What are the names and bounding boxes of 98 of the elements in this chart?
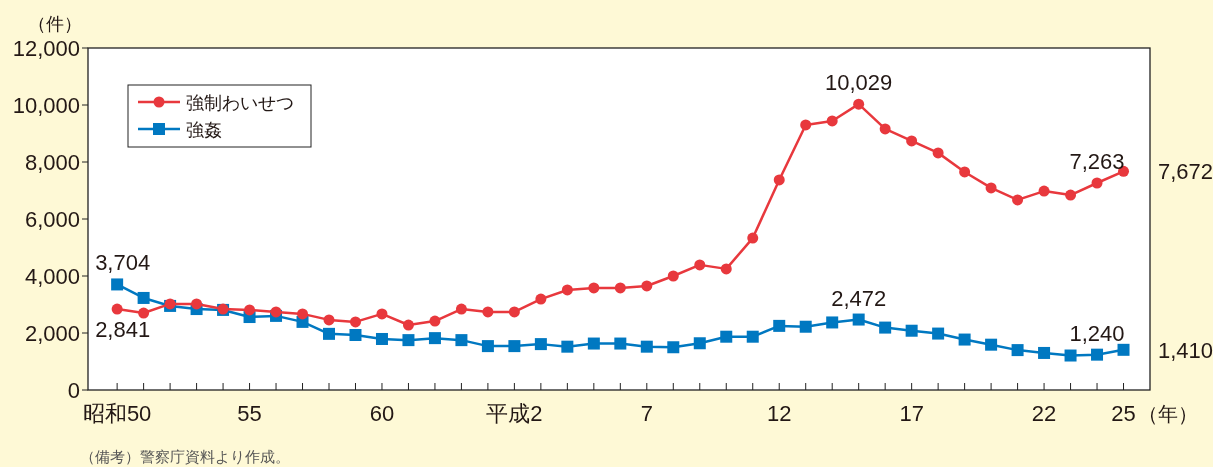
point [349, 316, 361, 328]
point [402, 319, 414, 331]
y-tick-label: 6,000 [24, 207, 80, 232]
data-label: 1,240 [1069, 320, 1125, 346]
data-label: 7,263 [1069, 149, 1125, 174]
x-axis-title: （年） [1137, 403, 1198, 425]
point [402, 334, 415, 347]
x-tick-label: 平成2 [486, 401, 543, 426]
point [879, 321, 892, 334]
point [747, 232, 759, 244]
point [482, 306, 494, 318]
point [508, 340, 521, 353]
point [111, 278, 124, 291]
point [1064, 349, 1077, 362]
point [746, 330, 759, 343]
point [906, 135, 918, 147]
point [534, 338, 547, 351]
x-tick-label: 12 [766, 401, 792, 426]
y-tick-label: 8,000 [24, 150, 80, 175]
point [455, 334, 468, 347]
point [561, 340, 574, 353]
point [853, 98, 865, 110]
point [375, 332, 388, 345]
point [667, 341, 680, 354]
point [455, 303, 467, 315]
point [323, 327, 335, 340]
x-tick-label: 22 [1031, 401, 1057, 426]
point [428, 332, 441, 345]
point [561, 284, 573, 296]
point [1011, 344, 1024, 357]
point [138, 307, 150, 319]
data-label: 1,410 [1158, 337, 1213, 363]
point [720, 263, 732, 275]
point [879, 123, 891, 135]
point [985, 338, 998, 351]
point [799, 320, 812, 333]
point [1091, 177, 1103, 189]
point [641, 280, 653, 292]
point [667, 270, 679, 282]
point [826, 115, 838, 127]
point [349, 329, 362, 341]
y-tick-label: 4,000 [24, 264, 80, 289]
point [1038, 185, 1050, 197]
point [376, 308, 388, 320]
point [773, 319, 786, 332]
point [1117, 343, 1130, 356]
point [720, 330, 733, 343]
point [985, 182, 997, 194]
y-tick-label: 10,000 [12, 93, 80, 118]
point [270, 306, 282, 318]
point [959, 166, 971, 178]
point [191, 298, 203, 310]
point [481, 340, 494, 353]
point [1065, 189, 1077, 201]
point [852, 313, 865, 326]
point [694, 259, 706, 271]
point [932, 327, 945, 340]
x-tick-label: 25 [1111, 401, 1136, 426]
y-axis-title: （件） [28, 14, 82, 34]
point [508, 306, 520, 318]
data-label: 3,704 [95, 250, 151, 276]
point [826, 316, 839, 329]
legend-label: 強姦 [186, 120, 222, 140]
point [800, 119, 812, 131]
y-tick-label: 0 [67, 378, 80, 403]
x-tick-label: 7 [640, 401, 653, 426]
point [640, 340, 653, 353]
x-tick-label: 55 [237, 401, 262, 426]
point [958, 333, 971, 346]
point [297, 308, 309, 320]
point [1091, 348, 1104, 361]
point [1038, 346, 1051, 359]
point [111, 303, 123, 315]
y-tick-label: 2,000 [24, 321, 80, 346]
point [535, 293, 547, 305]
x-tick-label: 60 [369, 401, 395, 426]
point [429, 315, 441, 327]
point [1012, 194, 1024, 206]
data-label: 10,029 [825, 70, 893, 96]
point [773, 174, 785, 186]
data-label: 2,841 [95, 317, 151, 343]
legend-label: 強制わいせつ [186, 93, 294, 113]
x-tick-label: 昭和50 [82, 401, 152, 426]
x-tick-label: 17 [899, 401, 924, 426]
point [588, 282, 600, 294]
y-tick-label: 12,000 [12, 36, 80, 61]
point [614, 282, 626, 294]
point [137, 291, 150, 304]
data-label: 7,672 [1158, 159, 1213, 185]
text: （備考）警察庁資料より作成。 [80, 448, 290, 465]
point [905, 324, 918, 337]
point [587, 337, 600, 350]
point [244, 304, 256, 316]
point [932, 147, 944, 159]
point [614, 337, 627, 350]
point [693, 337, 706, 350]
data-label: 2,472 [831, 285, 887, 311]
point [323, 314, 335, 326]
